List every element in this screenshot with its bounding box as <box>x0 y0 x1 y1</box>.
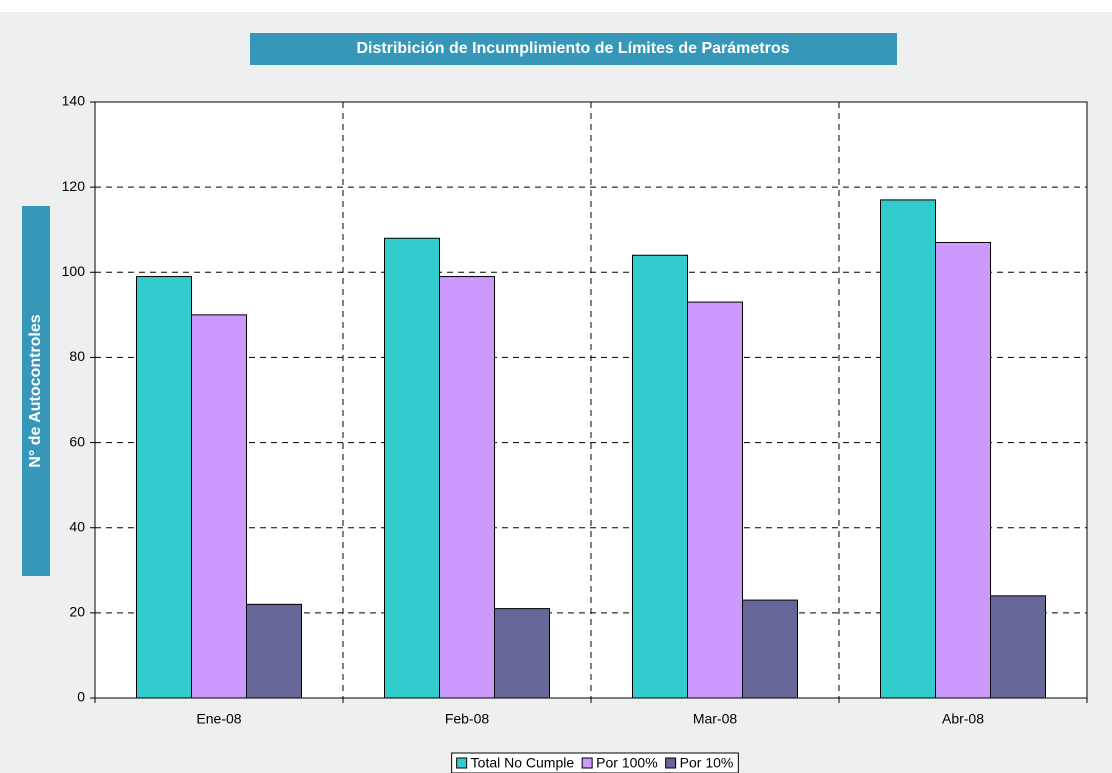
bar <box>687 301 743 699</box>
bar <box>632 254 688 699</box>
y-tick-label: 20 <box>69 604 85 620</box>
y-tick-label: 60 <box>69 433 85 449</box>
bar <box>439 276 495 699</box>
title-box <box>250 33 897 65</box>
legend-label: Total No Cumple <box>471 755 575 771</box>
legend-swatch <box>665 757 677 769</box>
bar <box>191 314 247 699</box>
x-tick-label: Feb-08 <box>445 711 490 727</box>
bar <box>935 241 991 699</box>
x-tick-label: Ene-08 <box>196 711 241 727</box>
legend-swatch <box>581 757 593 769</box>
y-axis-label: N° de Autocontroles <box>27 314 44 467</box>
x-tick-label: Abr-08 <box>942 711 984 727</box>
bar <box>880 199 936 699</box>
bar <box>990 595 1046 699</box>
y-label-box <box>22 206 50 576</box>
y-tick-label: 120 <box>62 178 86 194</box>
y-tick-label: 140 <box>62 93 86 109</box>
bar <box>742 599 798 699</box>
bar <box>136 276 192 699</box>
y-tick-label: 80 <box>69 348 85 364</box>
bar <box>246 603 302 699</box>
legend-label: Por 100% <box>596 755 657 771</box>
bar <box>494 608 550 699</box>
chart-title: Distribición de Incumplimiento de Límite… <box>357 40 790 57</box>
x-tick-label: Mar-08 <box>693 711 738 727</box>
bar <box>384 237 440 699</box>
y-tick-label: 0 <box>77 689 85 705</box>
legend-swatch <box>456 757 468 769</box>
y-tick-label: 40 <box>69 518 85 534</box>
y-tick-label: 100 <box>62 263 86 279</box>
legend-label: Por 10% <box>680 755 734 771</box>
